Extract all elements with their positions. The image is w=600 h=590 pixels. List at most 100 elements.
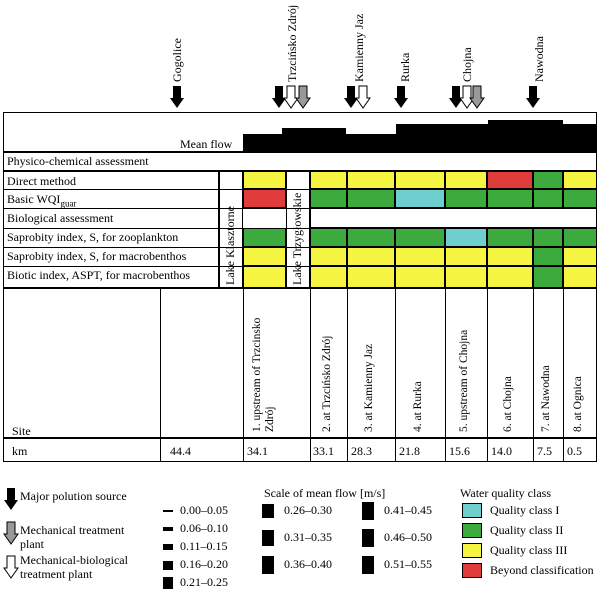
legend-mechbio-text: Mechanical-biological treatment plant: [20, 553, 128, 581]
flow-scale-label-1: 0.06–0.10: [180, 521, 228, 535]
major-source-arrow-trzcinsko: [272, 86, 286, 108]
grid-cell-direct-site8: [563, 171, 597, 189]
mechbio-arrow-chojna: [459, 85, 475, 109]
flow-scale-bar-5: [262, 504, 274, 518]
biological-row-blank: [310, 208, 597, 228]
row-saprobity-zooplankton: Saprobity index, S, for zooplankton: [7, 230, 179, 244]
grid-cell-sapro_macro-site7: [533, 247, 563, 266]
flow-scale-label-8: 0.41–0.45: [384, 503, 432, 517]
physico-assessment-label: Physico-chemical assessment: [7, 154, 149, 168]
row-biotic-index: Biotic index, ASPT, for macrobenthos: [7, 268, 191, 282]
legend-mechbio-arrow: [3, 555, 19, 579]
row-basic-wqi: Basic WQIguar: [7, 192, 76, 208]
lake-klasztorne-column: [219, 171, 243, 288]
site-name-2: 2. at Trzcińsko Zdrój: [320, 335, 333, 432]
grid-cell-sapro_macro-site4: [395, 247, 445, 266]
grid-cell-wqi-site8: [563, 189, 597, 208]
grid-cell-direct-site4: [395, 171, 445, 189]
grid-cell-sapro_macro-site8: [563, 247, 597, 266]
site-name-1: 1. upstream of Trzcinsko Zdrój: [251, 317, 276, 432]
grid-cell-sapro_zoo-site6: [487, 228, 533, 247]
q3-swatch: [462, 543, 482, 558]
grid-cell-sapro_macro-site3: [347, 247, 395, 266]
major-source-arrow-rurka: [394, 86, 408, 108]
flow-scale-bar-10: [362, 556, 374, 574]
grid-cell-wqi-site4: [395, 189, 445, 208]
km-value-0: 44.4: [170, 444, 191, 458]
mean-flow-profile: [243, 120, 597, 152]
major-source-arrow-gogolice: [170, 86, 184, 108]
lake-klasztorne-label: Lake Klasztorne: [223, 206, 237, 285]
flow-scale-label-5: 0.26–0.30: [284, 503, 332, 517]
grid-cell-biotic-site2: [310, 266, 347, 288]
legend-mech-text: Mechanical treatment plant: [20, 523, 125, 551]
mean-flow-label: Mean flow: [180, 137, 233, 151]
site-name-8: 8. at Ognica: [572, 376, 584, 432]
km-value-6: 14.0: [491, 444, 512, 458]
grid-cell-sapro_zoo-site1: [243, 228, 286, 247]
flow-scale-label-6: 0.31–0.35: [284, 530, 332, 544]
grid-cell-direct-site2: [310, 171, 347, 189]
row-saprobity-macrobenthos: Saprobity index, S, for macrobenthos: [7, 249, 187, 263]
grid-cell-wqi-site2: [310, 189, 347, 208]
grid-cell-biotic-site4: [395, 266, 445, 288]
q2-label: Quality class II: [490, 523, 564, 537]
grid-cell-biotic-site7: [533, 266, 563, 288]
flow-scale-bar-6: [262, 530, 274, 546]
q1-label: Quality class I: [490, 503, 560, 517]
flow-scale-bar-3: [163, 560, 173, 570]
grid-cell-sapro_zoo-site7: [533, 228, 563, 247]
site-divider: [563, 288, 564, 462]
grid-cell-wqi-site1: [243, 189, 286, 208]
quality-legend-title: Water quality class: [460, 486, 552, 500]
grid-cell-sapro_macro-site2: [310, 247, 347, 266]
grid-cell-wqi-site3: [347, 189, 395, 208]
flow-scale-bar-1: [163, 527, 173, 531]
km-label: km: [12, 444, 28, 458]
site-label: Site: [12, 424, 31, 438]
km-value-4: 21.8: [399, 444, 420, 458]
flow-scale-bar-2: [163, 544, 173, 550]
mech-arrow-chojna: [469, 85, 485, 109]
lake-trzyglowskie-column: [286, 171, 310, 288]
site-divider: [487, 288, 488, 462]
flow-scale-bar-4: [163, 577, 173, 589]
site-divider: [533, 288, 534, 462]
q2-swatch: [462, 523, 482, 538]
row-direct-method: Direct method: [7, 174, 76, 188]
lake-trzyglowskie-label: Lake Trzygłowskie: [290, 192, 304, 285]
mechbio-arrow-trzcinsko: [283, 85, 299, 109]
flow-scale-label-9: 0.46–0.50: [384, 530, 432, 544]
site-section: [3, 288, 597, 438]
grid-cell-sapro_zoo-site3: [347, 228, 395, 247]
flow-scale-label-3: 0.16–0.20: [180, 557, 228, 571]
grid-cell-sapro_macro-site5: [445, 247, 487, 266]
qb-label: Beyond classification: [490, 563, 594, 577]
major-source-arrow-nawodna: [526, 86, 540, 108]
site-name-6: 6. at Chojna: [502, 376, 514, 432]
grid-cell-sapro_zoo-site2: [310, 228, 347, 247]
mech-arrow-trzcinsko: [295, 85, 311, 109]
label-column: [3, 171, 219, 288]
site-divider: [445, 288, 446, 462]
grid-cell-sapro_zoo-site5: [445, 228, 487, 247]
grid-cell-direct-site7: [533, 171, 563, 189]
km-value-8: 0.5: [567, 444, 582, 458]
site-divider: [395, 288, 396, 462]
grid-cell-sapro_macro-site1: [243, 247, 286, 266]
site-name-7: 7. at Nawodna: [540, 365, 552, 432]
grid-cell-wqi-site6: [487, 189, 533, 208]
grid-cell-sapro_zoo-site4: [395, 228, 445, 247]
grid-cell-sapro_zoo-site8: [563, 228, 597, 247]
flow-scale-bar-0: [163, 510, 173, 512]
grid-cell-wqi-site5: [445, 189, 487, 208]
km-value-5: 15.6: [449, 444, 470, 458]
grid-cell-sapro_macro-site6: [487, 247, 533, 266]
flow-scale-bar-9: [362, 529, 374, 547]
q3-label: Quality class III: [490, 543, 568, 557]
site-divider: [243, 288, 244, 462]
site-name-4: 4. at Rurka: [412, 381, 424, 432]
site-name-5: 5. upstream of Chojna: [458, 329, 470, 432]
site-divider: [310, 288, 311, 462]
flow-scale-label-7: 0.36–0.40: [284, 557, 332, 571]
